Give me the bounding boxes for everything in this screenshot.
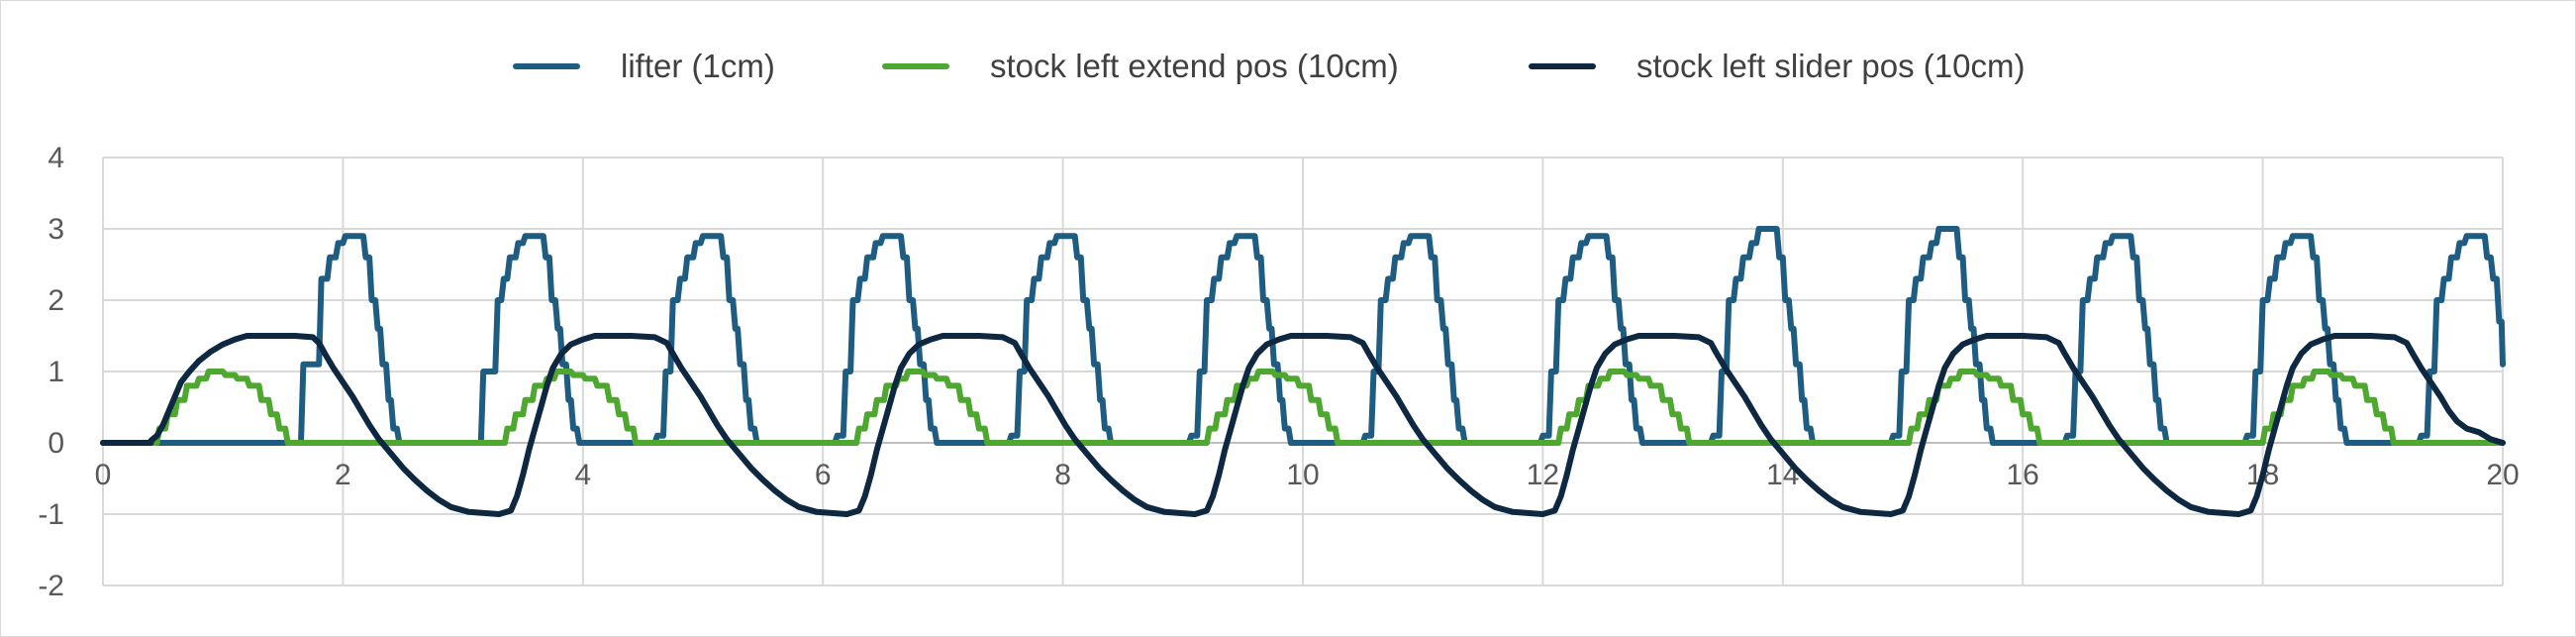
legend-label-2: stock left slider pos (10cm) [1636, 48, 2025, 84]
series-line-0 [100, 226, 2506, 446]
x-tick-label: 0 [95, 459, 112, 491]
x-tick-label: 20 [2486, 459, 2519, 491]
x-tick-label: 8 [1054, 459, 1071, 491]
legend-label-0: lifter (1cm) [621, 48, 775, 84]
legend-label-1: stock left extend pos (10cm) [990, 48, 1399, 84]
y-tick-label: 2 [48, 284, 64, 317]
y-tick-label: -1 [38, 498, 64, 531]
x-tick-label: 6 [815, 459, 832, 491]
gridlines [102, 157, 2504, 586]
x-tick-label: 2 [335, 459, 351, 491]
series-line-1 [100, 369, 2506, 446]
y-tick-label: 1 [48, 356, 64, 388]
legend: lifter (1cm) stock left extend pos (10cm)… [513, 48, 2025, 84]
x-tick-label: 16 [2007, 459, 2039, 491]
series-line-2 [100, 333, 2506, 517]
y-tick-label: 4 [48, 142, 64, 174]
series-lines [100, 226, 2506, 517]
y-tick-label: 3 [48, 213, 64, 246]
x-tick-label: 4 [574, 459, 591, 491]
y-tick-label: -2 [38, 570, 64, 602]
y-tick-label: 0 [48, 427, 64, 460]
x-tick-label: 10 [1286, 459, 1319, 491]
x-tick-label: 12 [1527, 459, 1559, 491]
